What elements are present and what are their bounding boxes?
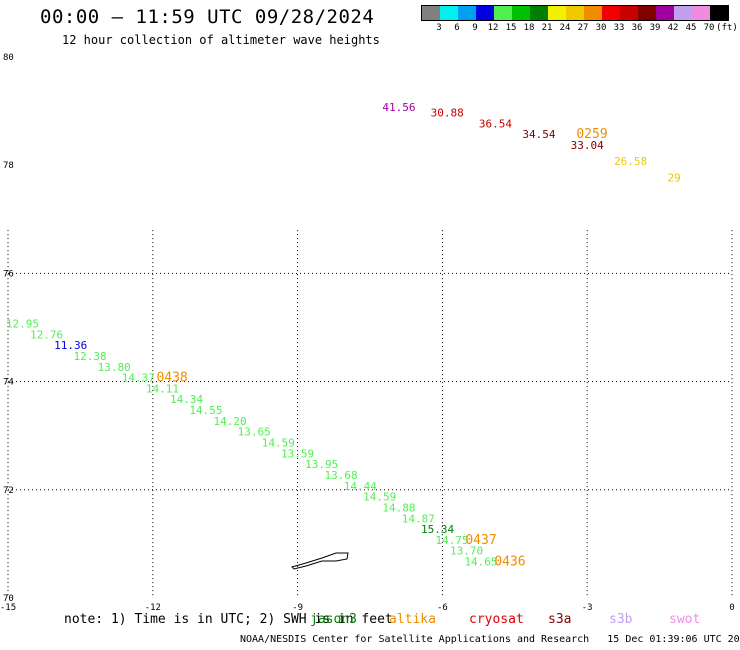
legend-jason3: jason3: [310, 612, 357, 627]
legend-s3b: s3b: [609, 612, 633, 627]
color-scale: 3 6 9 12 15 18 21 24 27 30 33 36 39 42 45 70 (ft): [421, 5, 740, 35]
color-swatch: [620, 6, 638, 20]
data-point-label: 12.76: [30, 328, 63, 341]
data-point-label: 14.87: [402, 512, 435, 525]
x-tick-label: -9: [292, 603, 303, 613]
data-point-label: 12.95: [6, 318, 39, 331]
color-swatch: [440, 6, 458, 20]
color-scale-label: 42: [667, 23, 679, 33]
time-label: 0436: [494, 555, 525, 570]
color-scale-label: 3: [436, 23, 442, 33]
color-scale-label: 15: [505, 23, 517, 33]
color-scale-label: 39: [649, 23, 661, 33]
color-scale-swatches: [421, 5, 729, 21]
data-point-label: 29: [667, 171, 680, 184]
y-tick-label: 74: [3, 378, 14, 388]
data-point-label: 14.75: [435, 534, 468, 547]
chart-subtitle: 12 hour collection of altimeter wave hei…: [62, 33, 380, 47]
color-swatch: [458, 6, 476, 20]
color-swatch: [422, 6, 440, 20]
data-point-label: 14.37: [122, 372, 155, 385]
data-point-label: 13.68: [324, 469, 357, 482]
color-scale-label: 9: [472, 23, 478, 33]
footer-credit: NOAA/NESDIS Center for Satellite Applica…: [240, 634, 740, 645]
color-scale-label: 6: [454, 23, 460, 33]
color-scale-label: 36: [631, 23, 643, 33]
color-scale-label: 45: [685, 23, 697, 33]
data-point-label: 14.20: [213, 415, 246, 428]
data-point-label: 14.59: [363, 491, 396, 504]
coastline-outline: [291, 552, 349, 570]
color-swatch: [710, 6, 728, 20]
data-point-label: 41.56: [382, 101, 415, 114]
legend-altika: altika: [389, 612, 436, 627]
data-point-label: 14.88: [382, 501, 415, 514]
y-tick-label: 70: [3, 594, 14, 604]
x-tick-label: 0: [729, 603, 734, 613]
data-point-label: 14.34: [170, 393, 203, 406]
legend-swot: swot: [669, 612, 701, 627]
color-swatch: [494, 6, 512, 20]
data-point-label: 14.55: [189, 404, 222, 417]
x-tick-label: -12: [145, 603, 161, 613]
data-point-label: 14.65: [464, 556, 497, 569]
color-scale-labels: 3 6 9 12 15 18 21 24 27 30 33 36 39 42 45 70 (ft): [421, 21, 740, 35]
color-swatch: [692, 6, 710, 20]
color-swatch: [512, 6, 530, 20]
y-tick-label: 80: [3, 53, 14, 63]
data-point-label: 14.11: [146, 382, 179, 395]
data-point-label: 12.38: [73, 350, 106, 363]
y-tick-label: 76: [3, 269, 14, 279]
x-tick-label: -15: [0, 603, 16, 613]
time-label: 0259: [576, 127, 607, 142]
color-scale-label: (ft): [716, 23, 738, 33]
color-swatch: [476, 6, 494, 20]
color-scale-label: 24: [559, 23, 571, 33]
color-swatch: [638, 6, 656, 20]
color-scale-label: 70: [703, 23, 715, 33]
color-swatch: [602, 6, 620, 20]
color-scale-label: 21: [541, 23, 553, 33]
data-point-label: 13.65: [238, 426, 271, 439]
color-swatch: [530, 6, 548, 20]
color-scale-label: 18: [523, 23, 535, 33]
data-point-label: 14.59: [262, 437, 295, 450]
color-swatch: [566, 6, 584, 20]
time-label: 0438: [156, 371, 187, 386]
legend-cryosat: cryosat: [469, 612, 524, 627]
data-point-label: 36.54: [479, 117, 512, 130]
time-label: 0437: [465, 533, 496, 548]
legend-s3a: s3a: [548, 612, 572, 627]
data-point-label: 13.95: [305, 458, 338, 471]
color-scale-label: 27: [577, 23, 589, 33]
color-swatch: [674, 6, 692, 20]
grid-lines: [7, 230, 733, 598]
data-point-label: 34.54: [522, 128, 555, 141]
data-point-label: 30.88: [431, 107, 464, 120]
legend-note: note: 1) Time is in UTC; 2) SWH is in fe…: [64, 612, 393, 627]
chart-title: 00:00 — 11:59 UTC 09/28/2024: [40, 6, 375, 28]
color-scale-label: 12: [487, 23, 499, 33]
color-swatch: [584, 6, 602, 20]
data-point-label: 15.34: [421, 523, 454, 536]
data-point-label: 13.70: [450, 545, 483, 558]
data-point-label: 13.80: [98, 361, 131, 374]
data-point-label: 26.58: [614, 155, 647, 168]
axes: -15 -12 -9 -6 -3 0 70 72 74 76 78 80: [0, 53, 735, 613]
data-point-label: 33.04: [571, 139, 604, 152]
color-swatch: [548, 6, 566, 20]
data-point-label: 11.36: [54, 339, 87, 352]
x-tick-label: -6: [437, 603, 448, 613]
data-point-label: 14.44: [344, 480, 377, 493]
x-tick-label: -3: [582, 603, 593, 613]
y-tick-label: 72: [3, 486, 14, 496]
data-point-label: 13.59: [281, 447, 314, 460]
y-tick-label: 78: [3, 161, 14, 171]
data-labels: 41.56 30.88 36.54 34.54 33.04 26.58 29 0259 12.9…: [6, 101, 681, 569]
color-scale-label: 30: [595, 23, 607, 33]
color-swatch: [656, 6, 674, 20]
color-scale-label: 33: [613, 23, 625, 33]
